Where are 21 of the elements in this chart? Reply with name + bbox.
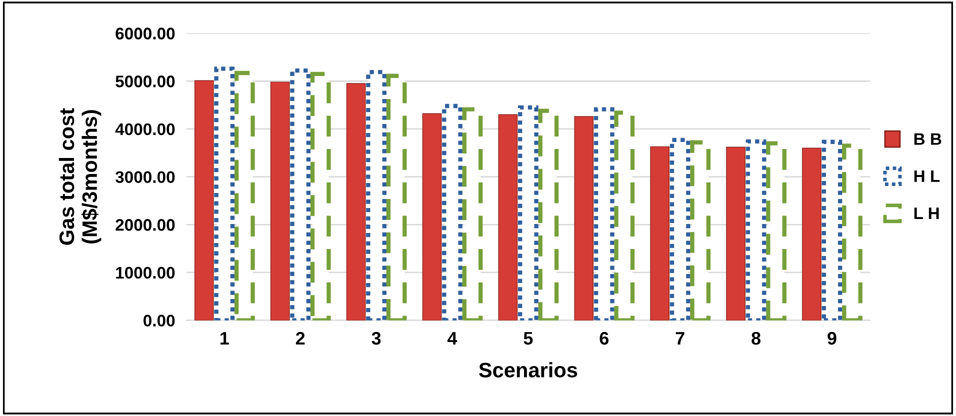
y-axis-title: Gas total cost (M$/3months) xyxy=(58,108,102,245)
x-tick-label: 9 xyxy=(828,332,836,345)
y-tick-label: 6000.00 xyxy=(116,28,175,40)
x-tick-label: 5 xyxy=(524,332,533,345)
x-axis-title: Scenarios xyxy=(478,362,578,378)
legend-label: L H xyxy=(914,208,939,220)
x-tick-label: 3 xyxy=(372,332,381,345)
x-tick-label: 6 xyxy=(600,332,609,345)
x-tick-label: 1 xyxy=(220,332,229,345)
y-tick-label: 3000.00 xyxy=(115,171,175,184)
x-tick-label: 8 xyxy=(752,332,761,345)
x-tick-label: 4 xyxy=(447,332,458,345)
y-tick-label: 1000.00 xyxy=(116,266,175,279)
y-tick-label: 5000.00 xyxy=(116,76,175,88)
legend-label: B B xyxy=(914,133,942,145)
legend-label: H L xyxy=(914,170,940,182)
y-tick-label: 0.00 xyxy=(144,314,175,327)
y-tick-label: 4000.00 xyxy=(115,123,175,136)
y-tick-label: 2000.00 xyxy=(116,219,175,231)
x-tick-label: 7 xyxy=(676,332,684,345)
x-tick-label: 2 xyxy=(296,332,305,345)
